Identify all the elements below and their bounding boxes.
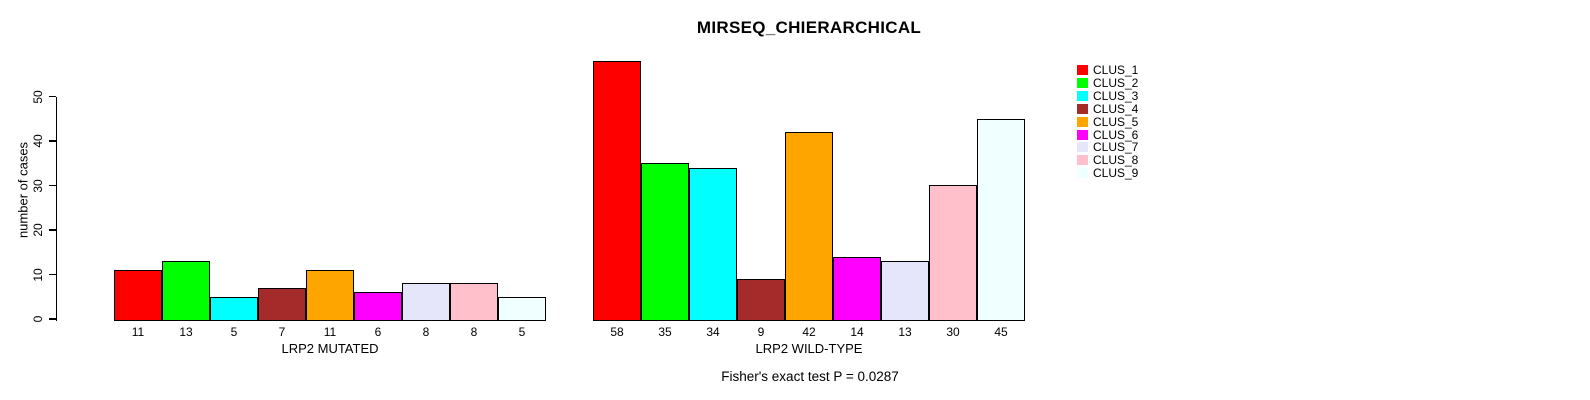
y-axis-line — [55, 96, 57, 321]
x-axis-label-mutated: LRP2 MUTATED — [281, 341, 379, 356]
bar-clus_2 — [162, 261, 210, 321]
bar-value-label: 11 — [131, 325, 145, 339]
bar-clus_8 — [450, 283, 498, 321]
y-axis-tick — [48, 184, 56, 187]
bar-value-label: 34 — [706, 325, 720, 339]
bar-clus_6 — [833, 257, 881, 321]
legend-label: CLUS_2 — [1093, 75, 1139, 90]
legend-swatch-clus_5 — [1077, 116, 1088, 127]
y-axis-tick — [48, 229, 56, 231]
bar-clus_2 — [641, 163, 689, 321]
y-axis-tick — [48, 273, 56, 276]
legend-label: CLUS_7 — [1093, 140, 1139, 155]
bar-value-label: 30 — [946, 325, 960, 339]
legend-label: CLUS_1 — [1093, 63, 1139, 77]
bar-value-label: 11 — [323, 325, 337, 339]
bar-clus_4 — [737, 279, 785, 321]
bar-value-label: 13 — [179, 325, 193, 339]
bar-value-label: 5 — [230, 325, 238, 339]
y-axis-tick — [48, 318, 56, 320]
bar-value-label: 8 — [470, 325, 478, 339]
bar-clus_1 — [593, 61, 641, 321]
chart-title: MIRSEQ_CHIERARCHICAL — [696, 18, 922, 37]
legend-swatch-clus_4 — [1077, 103, 1088, 114]
bar-clus_7 — [402, 283, 450, 321]
bar-clus_8 — [929, 185, 977, 321]
legend-swatch-clus_7 — [1077, 142, 1088, 153]
fisher-test-footnote: Fisher's exact test P = 0.0287 — [721, 369, 899, 384]
legend-label: CLUS_4 — [1093, 101, 1139, 116]
bar-value-label: 5 — [518, 325, 526, 339]
bar-clus_5 — [306, 270, 354, 321]
legend-label: CLUS_3 — [1093, 88, 1139, 103]
y-axis-tick-label: 30 — [31, 178, 45, 193]
bar-clus_1 — [114, 270, 162, 321]
bar-value-label: 13 — [898, 325, 912, 339]
bar-value-label: 58 — [610, 325, 624, 339]
y-axis-tick-label: 0 — [31, 315, 45, 323]
bar-clus_6 — [354, 292, 402, 321]
legend-label: CLUS_6 — [1093, 127, 1139, 142]
bar-clus_4 — [258, 288, 306, 321]
y-axis-tick-label: 20 — [31, 223, 45, 237]
bar-value-label: 6 — [374, 325, 382, 339]
x-axis-label-wildtype: LRP2 WILD-TYPE — [755, 341, 863, 356]
bar-clus_7 — [881, 261, 929, 321]
bar-value-label: 45 — [994, 325, 1008, 339]
bar-clus_3 — [689, 168, 737, 321]
bar-clus_5 — [785, 132, 833, 321]
legend-swatch-clus_6 — [1077, 129, 1088, 140]
y-axis-tick-label: 10 — [31, 267, 45, 282]
bar-value-label: 14 — [850, 325, 864, 339]
legend-label: CLUS_5 — [1093, 114, 1139, 129]
bar-value-label: 42 — [802, 325, 816, 339]
legend-swatch-clus_9 — [1077, 168, 1088, 179]
y-axis-tick — [48, 140, 56, 142]
y-axis-tick-label: 40 — [31, 134, 45, 148]
y-axis-tick-label: 50 — [31, 89, 45, 104]
legend-swatch-clus_2 — [1077, 77, 1088, 88]
legend-label: CLUS_9 — [1093, 166, 1139, 181]
legend-swatch-clus_8 — [1077, 155, 1088, 166]
bar-value-label: 7 — [278, 325, 286, 339]
y-axis-tick — [48, 95, 56, 98]
bar-clus_9 — [977, 119, 1025, 321]
legend-swatch-clus_3 — [1077, 90, 1088, 101]
y-axis-label: number of cases — [15, 141, 31, 239]
legend-label: CLUS_8 — [1093, 153, 1139, 168]
bar-value-label: 9 — [757, 325, 765, 339]
bar-value-label: 8 — [422, 325, 430, 339]
bar-clus_3 — [210, 297, 258, 321]
bar-clus_9 — [498, 297, 546, 321]
bar-value-label: 35 — [658, 325, 672, 339]
legend-swatch-clus_1 — [1077, 65, 1088, 75]
